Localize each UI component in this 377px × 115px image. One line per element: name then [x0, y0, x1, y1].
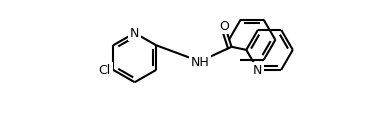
Text: Cl: Cl [99, 64, 111, 77]
Text: N: N [253, 64, 263, 77]
Text: N: N [130, 27, 139, 40]
Text: O: O [220, 20, 230, 32]
Text: NH: NH [190, 55, 209, 68]
